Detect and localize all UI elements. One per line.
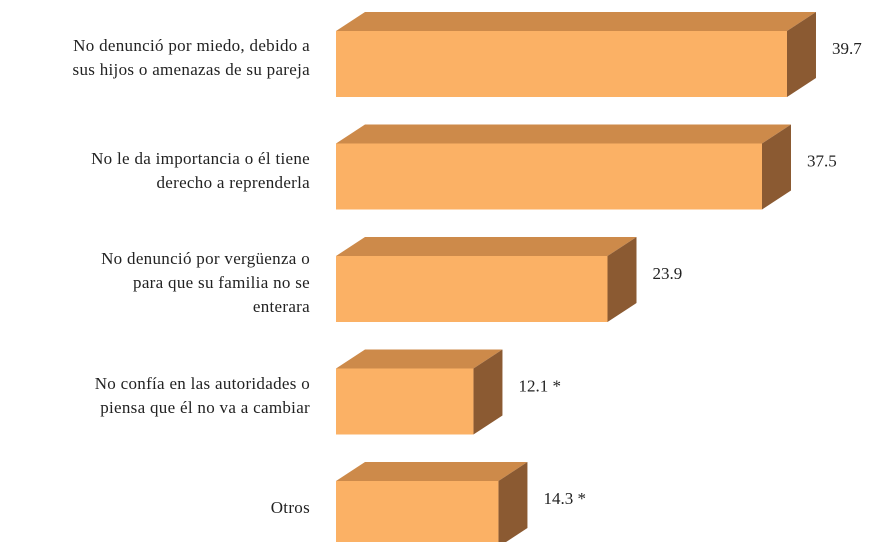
bar-side — [607, 237, 637, 322]
category-label: No denunció por miedo, debido a sus hijo… — [72, 36, 310, 79]
value-label: 14.3 * — [543, 489, 586, 508]
bar-top — [336, 12, 816, 31]
bar-side — [762, 124, 791, 210]
bar-top — [336, 462, 528, 481]
bar-top — [336, 124, 791, 144]
bar — [336, 368, 474, 435]
value-label: 39.7 — [832, 39, 862, 58]
bar — [336, 481, 499, 542]
bar-side — [498, 462, 528, 542]
bar — [336, 31, 787, 97]
value-label: 37.5 — [807, 151, 837, 170]
category-label: Otros — [270, 498, 310, 517]
category-label: No le da importancia o él tiene derecho … — [91, 148, 310, 192]
bar-side — [786, 12, 816, 97]
value-label: 12.1 * — [518, 376, 561, 395]
category-label: No confía en las autoridades o piensa qu… — [94, 373, 310, 417]
bar-top — [336, 237, 637, 256]
bar — [336, 256, 608, 322]
bar — [336, 143, 762, 210]
bar-top — [336, 349, 503, 369]
category-label: No denunció por vergüenza o para que su … — [101, 249, 310, 316]
value-label: 23.9 — [653, 264, 683, 283]
bar-side — [473, 349, 503, 435]
